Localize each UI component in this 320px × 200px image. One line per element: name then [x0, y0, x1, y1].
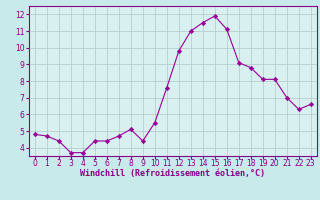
X-axis label: Windchill (Refroidissement éolien,°C): Windchill (Refroidissement éolien,°C) — [80, 169, 265, 178]
